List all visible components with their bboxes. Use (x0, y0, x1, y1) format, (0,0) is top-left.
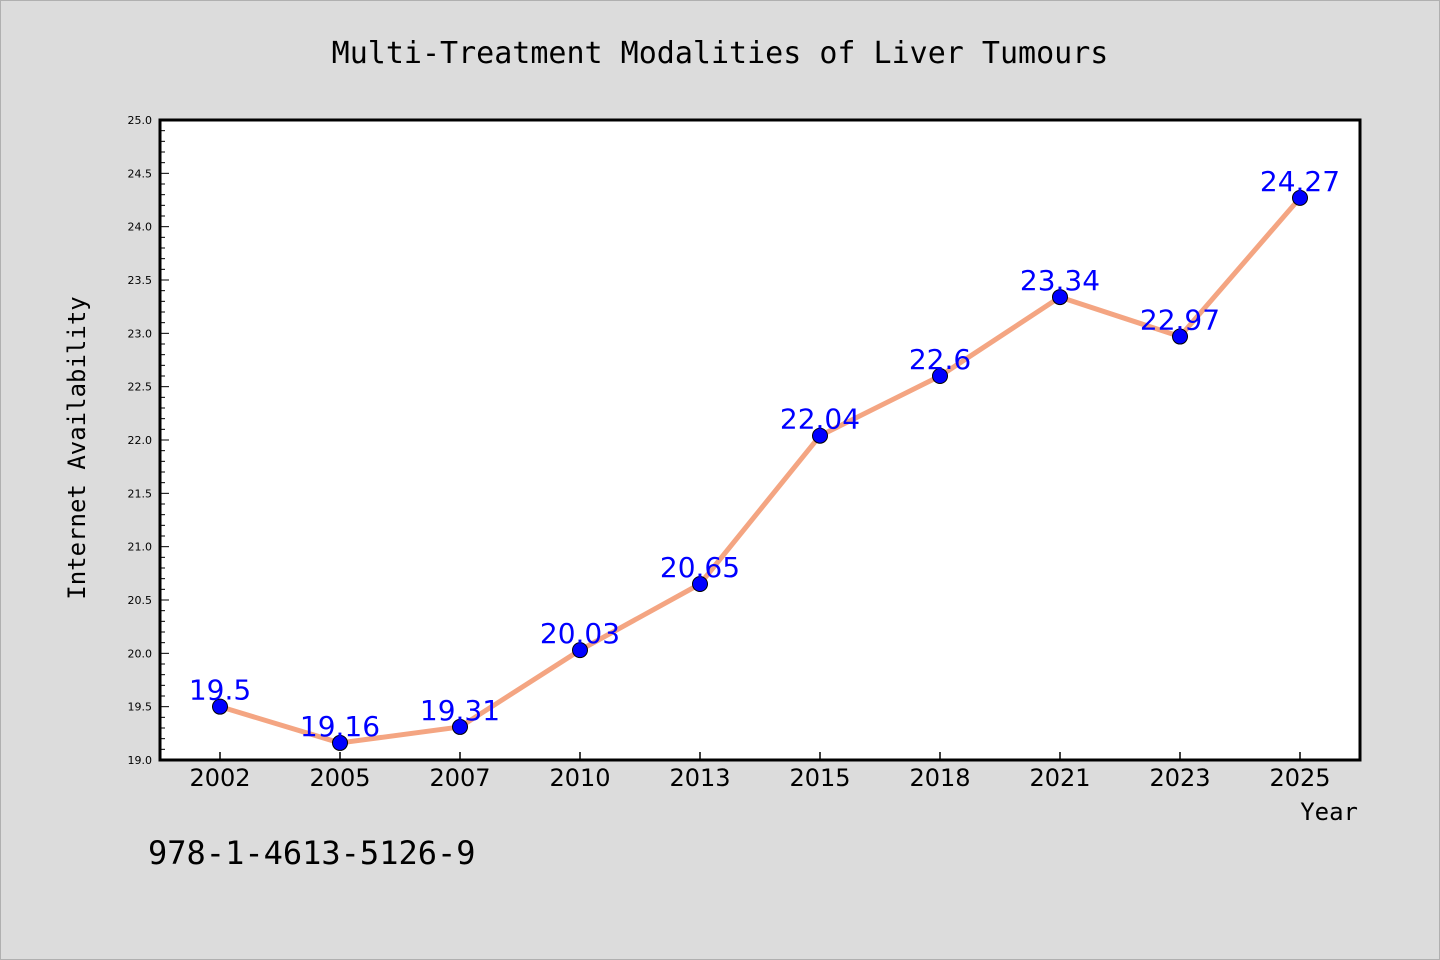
y-tick-label: 24.5 (128, 167, 153, 180)
data-label: 19.5 (189, 674, 251, 707)
x-tick-label: 2023 (1149, 764, 1210, 792)
x-tick-label: 2015 (789, 764, 850, 792)
y-tick-label: 21.5 (128, 487, 153, 500)
data-point (212, 698, 228, 715)
data-label: 22.6 (909, 343, 971, 376)
data-point (452, 718, 468, 735)
data-label: 22.04 (780, 403, 860, 436)
data-label: 23.34 (1020, 264, 1100, 297)
data-point (692, 576, 708, 592)
y-tick-label: 19.0 (128, 754, 153, 767)
data-point (1172, 328, 1188, 345)
x-tick-label: 2025 (1269, 764, 1330, 792)
x-tick-label: 2013 (669, 764, 730, 792)
plot-frame (158, 118, 1362, 762)
data-label: 24.27 (1260, 165, 1340, 198)
chart-title: Multi-Treatment Modalities of Liver Tumo… (332, 36, 1109, 71)
y-tick-label: 22.5 (128, 381, 153, 394)
y-tick-label: 20.5 (128, 594, 153, 607)
y-tick-label: 21.0 (128, 541, 153, 554)
data-point (1292, 189, 1308, 206)
y-tick-label: 24.0 (128, 221, 153, 234)
y-tick-label: 23.0 (128, 327, 153, 340)
data-label: 22.97 (1140, 304, 1220, 337)
data-point (812, 427, 828, 444)
data-label: 19.31 (420, 694, 500, 727)
y-tick-label: 23.5 (128, 274, 153, 287)
x-tick-label: 2007 (429, 764, 490, 792)
x-axis-label: Year (1300, 798, 1358, 826)
series-line (217, 195, 1303, 746)
data-labels: 19.5 19.16 19.31 20.03 20.65 22.04 22.6 23.34 22… (189, 165, 1340, 743)
x-tick-label: 2018 (909, 764, 970, 792)
data-point (932, 368, 948, 384)
y-tick-label: 20.0 (128, 647, 153, 660)
x-tick-label: 2010 (549, 764, 610, 792)
x-tick-label: 2021 (1029, 764, 1090, 792)
data-label: 19.16 (300, 710, 380, 743)
plot-area (160, 120, 1360, 760)
series-markers (212, 189, 1308, 751)
y-tick-label: 22.0 (128, 434, 153, 447)
y-axis-label: Internet Availability (63, 296, 91, 599)
y-tick-label: 25.0 (128, 114, 153, 127)
x-axis-ticks: 2002 2005 2007 2010 2013 2015 2018 2021 2023 2025 (189, 752, 1331, 792)
x-tick-label: 2005 (309, 764, 370, 792)
data-point (572, 642, 588, 659)
data-label: 20.03 (540, 617, 620, 650)
data-label: 20.65 (660, 551, 740, 584)
x-tick-label: 2002 (189, 764, 250, 792)
data-point (1052, 289, 1068, 306)
isbn-annotation: 978-1-4613-5126-9 (148, 834, 476, 872)
y-tick-label: 19.5 (128, 701, 153, 714)
data-point (332, 734, 348, 751)
